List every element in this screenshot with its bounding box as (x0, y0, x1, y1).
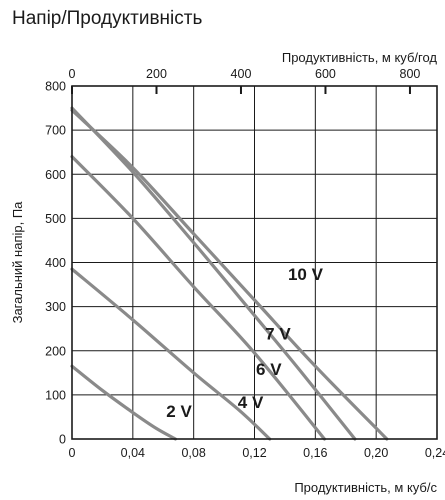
top-x-tick-label: 400 (231, 67, 252, 81)
top-x-tick-label: 600 (315, 67, 336, 81)
y-tick-label: 800 (45, 80, 66, 94)
x-tick-label: 0 (69, 446, 76, 460)
y-tick-label: 200 (45, 344, 66, 358)
y-axis-title: Загальний напір, Па (10, 201, 25, 324)
curve-10v (70, 108, 389, 441)
curve-label-7v: 7 V (265, 325, 291, 344)
y-tick-label: 100 (45, 388, 66, 402)
top-x-tick-label: 200 (146, 67, 167, 81)
y-tick-label: 600 (45, 168, 66, 182)
x-axis-title: Продуктивність, м куб/с (294, 480, 437, 495)
curve-4v (70, 267, 272, 441)
top-x-axis-title: Продуктивність, м куб/год (282, 50, 438, 65)
label-layer: 2 V 4 V 6 V 7 V 10 V (166, 265, 323, 421)
curve-layer (70, 106, 389, 441)
x-tick-label: 0,08 (181, 446, 205, 460)
y-tick-label: 400 (45, 256, 66, 270)
curve-2v (70, 364, 178, 441)
y-tick-label: 300 (45, 300, 66, 314)
y-tick-label: 700 (45, 124, 66, 138)
curve-label-6v: 6 V (256, 360, 282, 379)
x-tick-label: 0,04 (121, 446, 145, 460)
y-tick-label: 500 (45, 212, 66, 226)
x-tick-label: 0,16 (303, 446, 327, 460)
x-tick-label: 0,24 (425, 446, 445, 460)
top-x-tick-label: 800 (400, 67, 421, 81)
top-x-tick-label: 0 (69, 67, 76, 81)
grid-layer (72, 86, 437, 439)
x-tick-label: 0,12 (242, 446, 266, 460)
curve-7v (70, 106, 357, 441)
chart-title: Напір/Продуктивність (12, 8, 203, 29)
curve-label-4v: 4 V (238, 393, 264, 412)
y-tick-label: 0 (59, 433, 66, 447)
curve-6v (70, 155, 327, 441)
curve-label-10v: 10 V (288, 265, 324, 284)
plot-frame (71, 85, 438, 440)
curve-label-2v: 2 V (166, 402, 192, 421)
x-tick-label: 0,20 (364, 446, 388, 460)
